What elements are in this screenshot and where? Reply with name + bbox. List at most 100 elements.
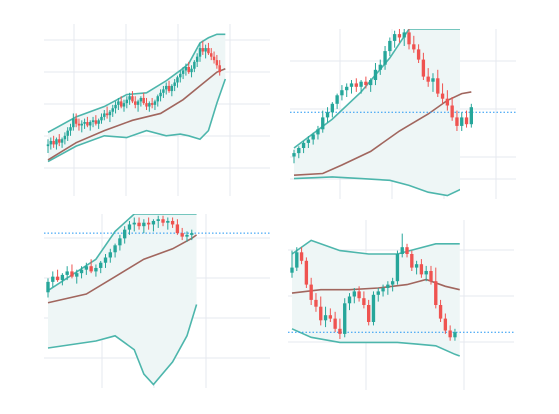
candle-body	[314, 299, 318, 307]
candle-body	[150, 103, 154, 105]
candle-body	[453, 332, 457, 338]
candle-body	[367, 305, 371, 322]
upper-band-line	[47, 214, 197, 292]
candle-body	[321, 117, 325, 130]
candle-body	[190, 68, 193, 73]
candle-body	[410, 254, 414, 268]
chart-panel-top-left	[44, 24, 270, 196]
candle-body	[66, 130, 69, 136]
candle-body	[198, 48, 202, 57]
candle-body	[405, 247, 409, 254]
candle-body	[347, 296, 352, 304]
candle-body	[153, 101, 157, 105]
candle-body	[340, 90, 344, 96]
candle-body	[49, 140, 53, 145]
band-fill	[294, 29, 460, 196]
candle-body	[181, 70, 185, 74]
candle-body	[184, 67, 188, 71]
candle-body	[180, 233, 184, 237]
candle-body	[99, 262, 103, 268]
candle-body	[167, 85, 171, 92]
candle-body	[325, 112, 330, 118]
candle-body	[328, 315, 333, 319]
candle-body	[55, 276, 60, 281]
candle-body	[69, 127, 72, 131]
candle-body	[185, 234, 189, 237]
candle-body	[170, 220, 175, 225]
candle-body	[460, 117, 464, 126]
candle-body	[122, 103, 126, 107]
candle-body	[343, 303, 347, 334]
candle-body	[204, 48, 207, 52]
candle-body	[89, 266, 93, 272]
candle-body	[301, 142, 306, 148]
candle-body	[364, 81, 368, 86]
candle-body	[179, 73, 182, 78]
candle-body	[373, 69, 378, 80]
candle-body	[77, 123, 81, 126]
candle-body	[390, 281, 395, 285]
candle-body	[397, 34, 402, 38]
candle-body	[148, 103, 151, 107]
candle-body	[369, 80, 373, 86]
candle-body	[58, 139, 61, 143]
candle-body	[400, 247, 404, 254]
candle-body	[151, 220, 156, 225]
candle-body	[304, 260, 309, 285]
candle-body	[352, 291, 356, 297]
candle-body	[299, 252, 304, 261]
candle-body	[309, 284, 313, 300]
candle-body	[187, 67, 190, 73]
candle-body	[193, 61, 196, 69]
candle-body	[145, 103, 148, 107]
candle-body	[448, 330, 452, 338]
lower-band-line	[47, 304, 198, 386]
candle-body	[319, 306, 323, 321]
candle-body	[388, 40, 392, 52]
candle-body	[132, 222, 136, 225]
candle-body	[362, 298, 366, 305]
candle-body	[123, 229, 127, 239]
candle-body	[201, 48, 205, 52]
candle-body	[136, 101, 140, 105]
candle-body	[297, 148, 301, 154]
lower-band-line	[47, 78, 227, 163]
candle-body	[445, 98, 450, 106]
candle-body	[156, 96, 160, 102]
candle-body	[63, 135, 67, 140]
candle-body	[381, 288, 385, 292]
candle-body	[125, 99, 129, 104]
chart-panel-bottom-left	[44, 214, 270, 388]
candle-body	[215, 60, 219, 66]
candle-body	[74, 118, 78, 124]
candle-body	[349, 83, 354, 87]
candle-body	[386, 284, 390, 288]
candle-body	[438, 305, 443, 319]
candle-body	[55, 139, 58, 145]
candle-body	[146, 222, 151, 225]
candle-body	[450, 105, 454, 118]
candle-body	[434, 281, 438, 305]
candle-body	[292, 153, 296, 157]
candle-body	[72, 118, 75, 128]
candle-body	[333, 318, 337, 329]
candle-body	[316, 129, 320, 135]
candle-body	[162, 89, 165, 93]
candle-body	[295, 252, 299, 268]
candle-body	[412, 44, 416, 50]
band-fill	[48, 34, 226, 162]
candle-body	[383, 51, 387, 65]
upper-band-line	[293, 29, 460, 149]
candle-body	[60, 274, 65, 281]
candle-body	[209, 53, 213, 57]
candle-body	[207, 48, 210, 54]
chart-panel-top-right	[290, 29, 516, 199]
candle-body	[114, 104, 117, 109]
candle-body	[311, 134, 315, 140]
candle-body	[175, 224, 180, 234]
candle-body	[108, 252, 112, 258]
candle-body	[100, 116, 103, 121]
candle-body	[118, 238, 122, 246]
candle-body	[170, 85, 174, 92]
